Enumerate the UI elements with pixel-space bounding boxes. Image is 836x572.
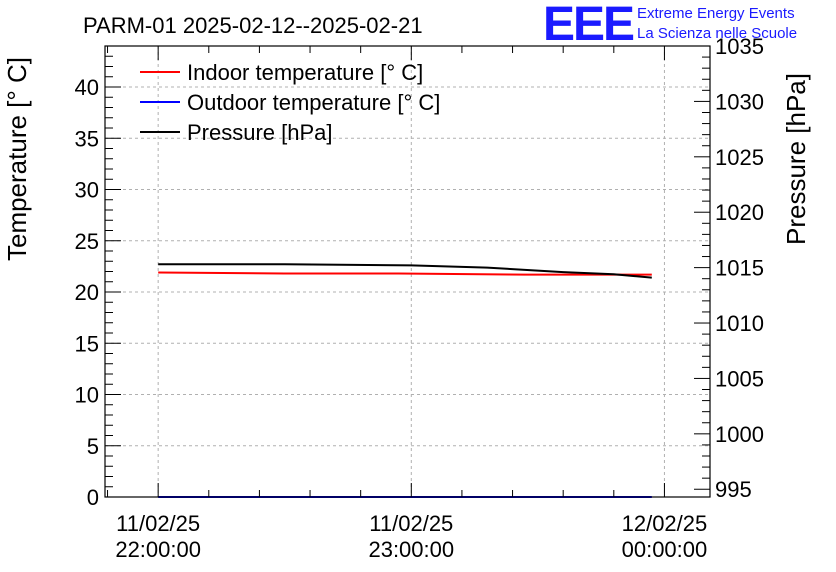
y2-tick-label: 1030	[715, 89, 764, 114]
org-name-line1: Extreme Energy Events	[637, 5, 795, 22]
grid-layer	[105, 46, 710, 497]
org-name-line2: La Scienza nelle Scuole	[637, 25, 797, 42]
series-layer	[158, 263, 652, 498]
y-tick-label: 40	[75, 75, 99, 100]
left-axis: 0 5 10 15 20 25 30 35 40	[75, 45, 121, 510]
x-tick-label-time: 00:00:00	[622, 537, 708, 562]
y-tick-label: 20	[75, 280, 99, 305]
x-tick-label-time: 23:00:00	[368, 537, 454, 562]
y2-axis-label: Pressure [hPa]	[781, 73, 811, 245]
x-tick-label-date: 12/02/25	[622, 511, 708, 536]
chart-title: PARM-01 2025-02-12--2025-02-21	[83, 13, 423, 38]
y-axis-label: Temperature [° C]	[2, 57, 32, 261]
y-tick-label: 30	[75, 178, 99, 203]
y-tick-label: 0	[87, 485, 99, 510]
right-axis: 995 1000 1005 1010 1015 1020 1025 1030 1035	[694, 34, 764, 502]
y-tick-label: 5	[87, 434, 99, 459]
x-tick-label-date: 11/02/25	[116, 511, 200, 536]
y-tick-label: 15	[75, 331, 99, 356]
x-tick-label-time: 22:00:00	[115, 537, 201, 562]
legend-label: Outdoor temperature [° C]	[187, 90, 440, 115]
y-tick-label: 25	[75, 229, 99, 254]
y2-tick-label: 1010	[715, 311, 764, 336]
y2-tick-label: 1025	[715, 145, 764, 170]
y2-tick-label: 1020	[715, 200, 764, 225]
y2-tick-label: 1000	[715, 422, 764, 447]
y2-tick-label: 1015	[715, 256, 764, 281]
series-line-indoor-temperature-c	[158, 271, 652, 276]
series-line-pressure-hpa	[158, 263, 652, 279]
legend-label: Indoor temperature [° C]	[187, 60, 423, 85]
eee-logo: EEE Extreme Energy Events La Scienza nel…	[543, 0, 797, 51]
y-tick-label: 35	[75, 126, 99, 151]
legend: Indoor temperature [° C] Outdoor temperat…	[140, 60, 440, 145]
y-tick-label: 10	[75, 383, 99, 408]
legend-label: Pressure [hPa]	[187, 120, 333, 145]
x-axis: 11/02/2522:00:0011/02/2523:00:0012/02/25…	[107, 46, 708, 562]
x-tick-label-date: 11/02/25	[369, 511, 453, 536]
y2-tick-label: 1005	[715, 366, 764, 391]
y2-tick-label: 995	[715, 477, 752, 502]
y2-tick-label: 1035	[715, 34, 764, 59]
logo-text: EEE	[543, 0, 634, 51]
